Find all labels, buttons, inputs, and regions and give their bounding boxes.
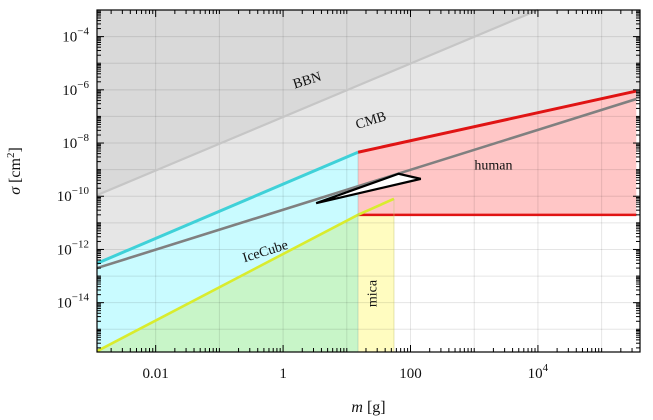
human-upper-line <box>357 89 637 154</box>
y-tick-label: 10−10 <box>57 185 90 205</box>
x-axis-label: m [g] <box>351 399 385 416</box>
icecube-line <box>96 150 359 265</box>
x-tick-label: 1 <box>279 366 287 382</box>
y-axis-label: σ [cm2] <box>5 147 24 195</box>
x-tick-label: 104 <box>528 362 549 382</box>
plot-frame <box>96 9 641 353</box>
bbn-line <box>96 8 539 197</box>
triangle-region <box>315 172 422 205</box>
y-tick-label: 10−8 <box>62 132 89 152</box>
x-tick-label: 0.01 <box>143 366 169 382</box>
mica-line <box>96 197 395 353</box>
y-tick-label: 10−14 <box>57 292 90 312</box>
y-tick-label: 10−12 <box>57 238 89 258</box>
frame-layer <box>96 9 641 353</box>
human-label: human <box>474 159 512 174</box>
x-tick-label: 100 <box>399 366 422 382</box>
cmb-line <box>96 97 637 270</box>
grid-layer <box>97 9 640 352</box>
lines-layer <box>96 8 637 353</box>
y-tick-label: 10−6 <box>62 79 89 99</box>
mica-label: mica <box>365 279 380 307</box>
ticks-layer <box>97 9 641 352</box>
y-tick-label: 10−4 <box>62 26 89 46</box>
